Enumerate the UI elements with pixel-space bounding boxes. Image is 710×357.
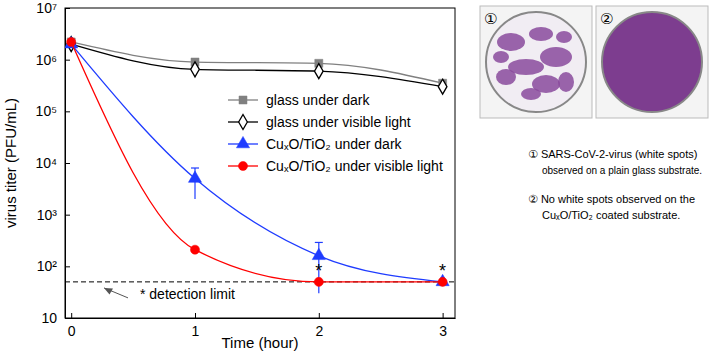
marker — [188, 171, 201, 182]
dish-stain — [493, 27, 574, 100]
y-tick-label: 10² — [37, 258, 58, 274]
legend-entry: CuₓO/TiO₂ under visible light — [228, 158, 443, 174]
note-text: observed on a plain glass substrate. — [542, 165, 702, 176]
x-tick-mark — [71, 313, 72, 318]
legend-label: CuₓO/TiO₂ under dark — [266, 136, 403, 152]
stain-patch — [556, 31, 572, 43]
detection-limit-arrow — [104, 288, 128, 298]
stain-patch — [521, 88, 541, 100]
x-tick-mark — [443, 313, 444, 318]
y-tick: 10² — [37, 258, 70, 274]
annotation: * — [439, 261, 446, 281]
y-tick-mark — [65, 60, 70, 61]
x-tick-mark — [195, 313, 196, 318]
y-tick: 10 — [41, 310, 70, 326]
y-tick-label: 10⁴ — [35, 155, 57, 171]
legend-entry: glass under visible light — [228, 114, 411, 130]
dish — [602, 12, 702, 112]
photo-frame — [480, 6, 592, 118]
legend-entry: glass under dark — [228, 92, 371, 108]
note-text: CuₓO/TiO₂ coated substrate. — [542, 209, 680, 221]
marker — [314, 64, 323, 79]
x-tick-label: 2 — [315, 323, 323, 339]
x-tick-label: 0 — [68, 323, 76, 339]
y-tick-label: 10 — [41, 310, 57, 326]
y-axis: 10 10² 10³ 10⁴ 10⁵ 10⁶ 10⁷ — [35, 0, 70, 326]
legend-marker — [239, 96, 247, 104]
x-tick: 3 — [439, 313, 447, 339]
legend-marker — [236, 136, 249, 147]
photo-label: ① — [484, 10, 497, 27]
y-tick-label: 10⁶ — [36, 52, 57, 68]
y-tick: 10³ — [37, 207, 70, 223]
legend-marker — [238, 161, 247, 170]
y-axis-title: virus titer (PFU/mL) — [2, 98, 19, 228]
y-tick-label: 10³ — [37, 207, 58, 223]
legend-label: glass under dark — [266, 92, 371, 108]
x-tick: 0 — [68, 313, 76, 339]
y-tick-label: 10⁷ — [36, 0, 57, 16]
note-text: ② No white spots observed on the — [528, 193, 695, 205]
detection-limit-arrowhead — [104, 288, 113, 295]
legend: glass under dark glass under visible ligh… — [228, 92, 443, 174]
dish-photo: ① — [480, 6, 592, 118]
plot-frame — [65, 8, 455, 318]
dish — [486, 12, 586, 112]
error-bar-cap — [191, 167, 199, 168]
x-tick-label: 1 — [192, 323, 200, 339]
legend-entry: CuₓO/TiO₂ under dark — [228, 136, 403, 152]
photo-frame — [596, 6, 708, 118]
stain-patch — [540, 47, 572, 67]
x-tick-label: 3 — [439, 323, 447, 339]
x-axis-title: Time (hour) — [222, 334, 299, 351]
series-line — [71, 44, 442, 87]
note-text: ① SARS-CoV-2-virus (white spots) — [528, 148, 697, 160]
series-line — [71, 42, 442, 282]
annotation: * — [315, 261, 322, 281]
photo-label: ② — [600, 10, 613, 27]
x-tick-mark — [319, 313, 320, 318]
marker — [438, 79, 447, 94]
y-tick-mark — [65, 8, 70, 9]
chart: 0 1 2 3 10 10² 10³ 10⁴ 10⁵ 10⁶ 10⁷ Time (hour) virus… — [0, 0, 710, 357]
marker — [65, 37, 78, 48]
y-tick-mark — [65, 318, 70, 319]
marker — [67, 37, 76, 46]
legend-label: CuₓO/TiO₂ under visible light — [266, 158, 443, 174]
stain-patch — [529, 27, 553, 41]
series-line — [71, 44, 442, 282]
marker — [67, 38, 75, 46]
y-tick-label: 10⁵ — [36, 103, 57, 119]
x-tick: 1 — [192, 313, 200, 339]
y-tick: 10⁷ — [36, 0, 70, 16]
x-tick: 2 — [315, 313, 323, 339]
y-tick: 10⁶ — [36, 52, 70, 68]
y-tick-mark — [65, 266, 70, 267]
marker — [191, 62, 200, 77]
y-tick-mark — [65, 163, 70, 164]
data-layer — [65, 37, 449, 294]
marker — [312, 248, 325, 259]
error-bar-cap — [315, 242, 323, 243]
stain-patch — [496, 69, 516, 85]
stain-patch — [493, 51, 509, 63]
y-tick-mark — [65, 111, 70, 112]
stain-patch — [497, 33, 525, 51]
dish-photo: ② — [596, 6, 708, 118]
x-axis-line — [66, 318, 456, 319]
stain-patch — [558, 72, 574, 92]
legend-label: glass under visible light — [266, 114, 411, 130]
y-tick-mark — [65, 215, 70, 216]
legend-marker — [239, 114, 248, 129]
y-tick: 10⁵ — [36, 103, 70, 119]
y-tick: 10⁴ — [35, 155, 70, 171]
marker — [190, 245, 199, 254]
detection-limit-label: * detection limit — [140, 286, 235, 302]
